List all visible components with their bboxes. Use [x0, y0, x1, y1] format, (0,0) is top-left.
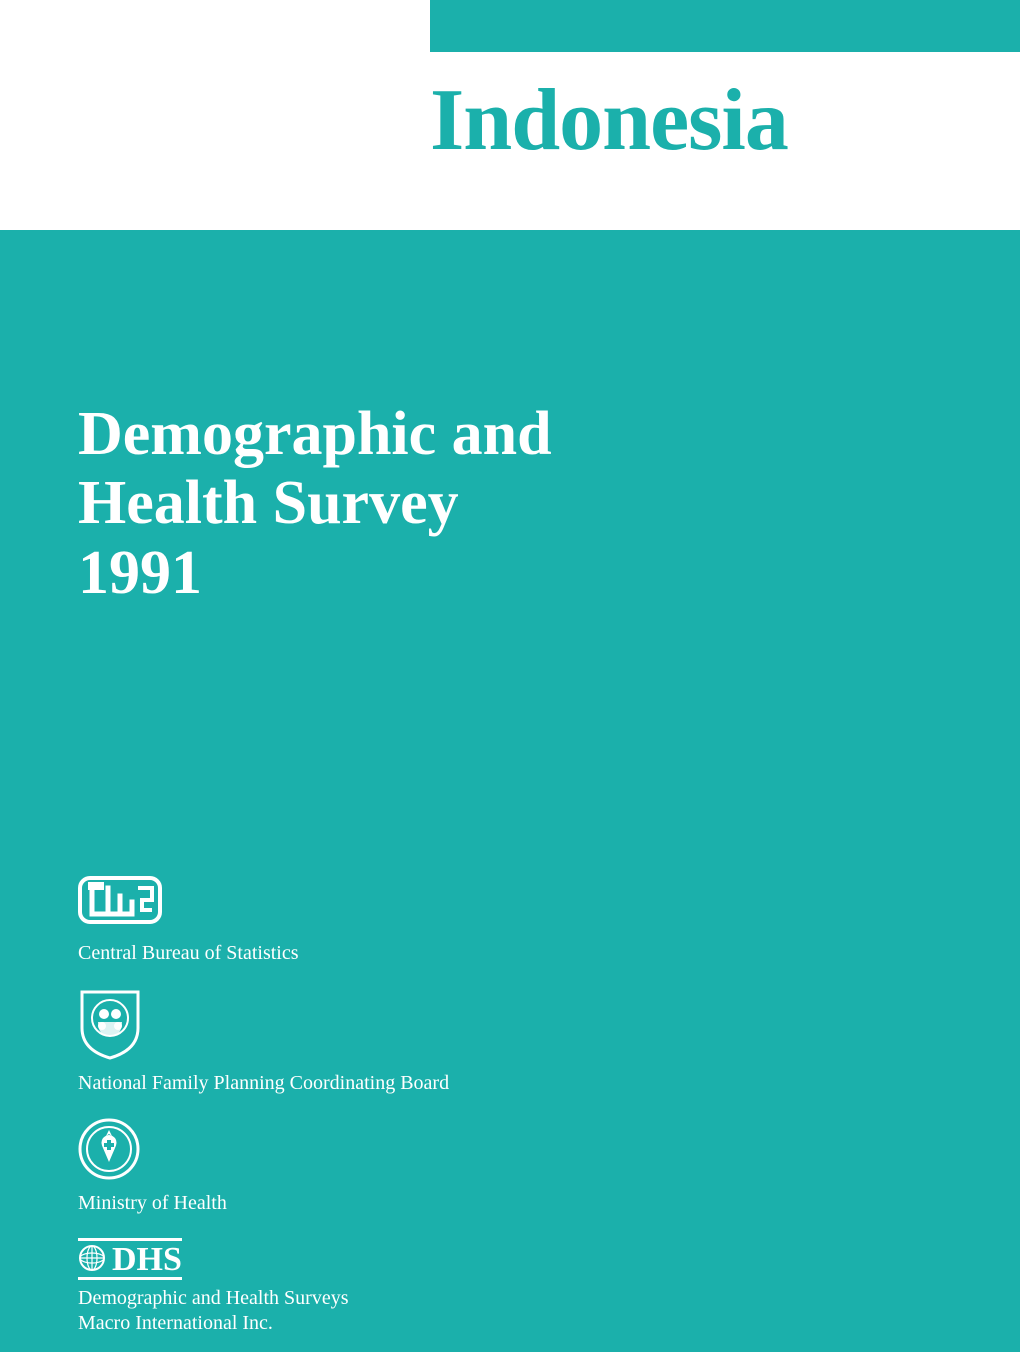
dhs-logo-text: DHS: [112, 1243, 182, 1277]
org-dhs: DHS Demographic and Health Surveys Macro…: [78, 1238, 449, 1336]
org-moh-label: Ministry of Health: [78, 1191, 449, 1216]
org-bps-label: Central Bureau of Statistics: [78, 941, 449, 966]
moh-logo-icon: [78, 1118, 140, 1185]
report-cover: Indonesia Demographic and Health Survey …: [0, 0, 1020, 1352]
cover-teal-strip: [430, 0, 1020, 52]
org-dhs-label: Demographic and Health Surveys Macro Int…: [78, 1286, 449, 1336]
org-bps: Central Bureau of Statistics: [78, 870, 449, 966]
title-year: 1991: [78, 539, 552, 608]
country-title: Indonesia: [430, 70, 788, 171]
nfpcb-shield-icon: [78, 988, 142, 1065]
org-nfpcb-label: National Family Planning Coordinating Bo…: [78, 1071, 449, 1096]
title-line-2: Health Survey: [78, 469, 552, 538]
organizations-list: Central Bureau of Statistics National Fa…: [78, 870, 449, 1358]
org-nfpcb: National Family Planning Coordinating Bo…: [78, 988, 449, 1096]
report-title: Demographic and Health Survey 1991: [78, 400, 552, 608]
dhs-logo-icon: DHS: [78, 1238, 182, 1280]
org-moh: Ministry of Health: [78, 1118, 449, 1216]
dhs-globe-icon: [78, 1244, 106, 1276]
bps-logo-icon: [78, 870, 162, 935]
title-line-1: Demographic and: [78, 400, 552, 469]
